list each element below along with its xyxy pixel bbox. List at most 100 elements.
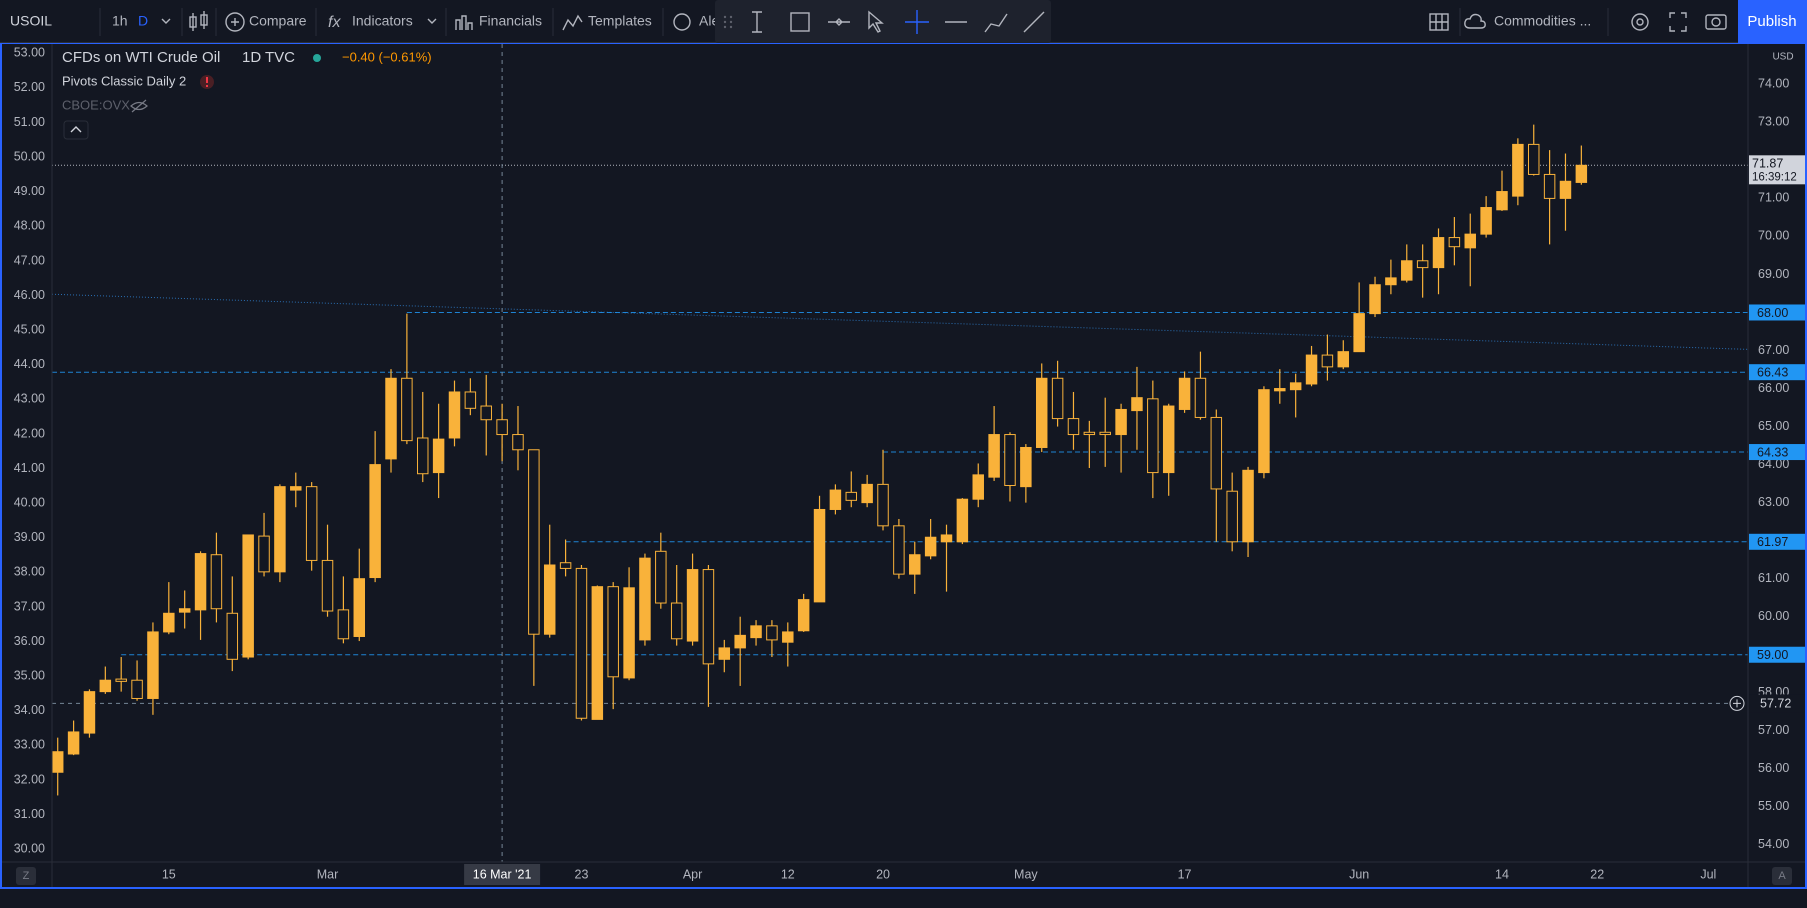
level-price-label: 61.97: [1757, 535, 1788, 549]
candle-body-up: [353, 578, 366, 637]
indicator-name: CBOE:OVX: [62, 97, 130, 112]
compare-button[interactable]: Compare: [249, 13, 307, 29]
candle-body-up: [1337, 351, 1350, 368]
horizontal-ray-tool[interactable]: [828, 18, 850, 26]
layout-name[interactable]: Commodities ...: [1494, 13, 1591, 29]
right-axis-label: 57.00: [1758, 723, 1789, 737]
left-axis-label: 40.00: [14, 495, 45, 509]
indicators-button[interactable]: Indicators: [352, 13, 413, 29]
time-axis-label: 12: [781, 867, 795, 881]
candle-body-up: [1162, 405, 1175, 474]
candle-body-up: [1464, 233, 1476, 249]
candle-body-up: [639, 557, 651, 641]
candle-body-up: [940, 534, 953, 543]
trend-line-tool[interactable]: [1023, 11, 1045, 33]
crosshair-tool[interactable]: [905, 10, 929, 34]
level-price-label: 59.00: [1757, 648, 1788, 662]
drag-handle[interactable]: [723, 15, 733, 29]
level-price-label: 66.43: [1757, 365, 1788, 379]
symbol-search[interactable]: USOIL: [10, 13, 52, 29]
button[interactable]: [1772, 867, 1792, 885]
candle-body-down: [655, 550, 667, 604]
right-axis-label: 56.00: [1758, 761, 1789, 775]
collapse-legend[interactable]: [63, 120, 89, 140]
templates-icon[interactable]: [562, 14, 583, 31]
candle-body-up: [178, 608, 191, 613]
rectangle-tool[interactable]: [790, 12, 810, 32]
candle-body-down: [210, 554, 223, 610]
left-axis-label: 37.00: [14, 599, 45, 613]
fullscreen-icon[interactable]: [1669, 12, 1687, 32]
right-axis-label: 69.00: [1758, 267, 1789, 281]
bars-style-icon[interactable]: [189, 11, 208, 31]
left-axis-label: 48.00: [14, 219, 45, 233]
candle-body-up: [686, 569, 699, 642]
button[interactable]: [16, 867, 36, 885]
candle-body-up: [1035, 377, 1048, 448]
candle-body-down: [337, 609, 350, 640]
candle-body-down: [528, 449, 540, 635]
settings-icon[interactable]: [1631, 13, 1649, 31]
left-axis-label: 38.00: [14, 565, 45, 579]
candle-body-down: [1147, 398, 1159, 474]
financials-button[interactable]: Financials: [479, 13, 542, 29]
crosshair-time-tag: [464, 864, 541, 885]
candle-body-up: [1258, 389, 1270, 474]
candle-body-down: [1416, 260, 1429, 269]
cursor-tool[interactable]: [868, 10, 884, 33]
interval-button[interactable]: 1h: [112, 13, 128, 29]
candle-body-down: [1448, 237, 1461, 248]
candle-body-up: [1401, 260, 1413, 281]
candle-body-down: [1004, 434, 1016, 487]
right-axis-label: 64.00: [1758, 457, 1789, 471]
left-axis-label: 53.00: [14, 46, 45, 60]
candle-body-up: [432, 438, 445, 474]
candle-body-down: [877, 483, 889, 527]
right-axis-label: 66.00: [1758, 381, 1789, 395]
templates-button[interactable]: Templates: [588, 13, 652, 29]
publish-button[interactable]: [1738, 0, 1807, 43]
candle-body-up: [813, 508, 826, 603]
alert-icon[interactable]: [673, 13, 691, 31]
candle-body-up: [163, 612, 175, 633]
text-tool[interactable]: [752, 11, 762, 33]
level-price-tag: [1749, 444, 1807, 461]
financials-icon[interactable]: [455, 15, 473, 30]
snapshot-icon[interactable]: [1705, 14, 1727, 30]
right-axis-label: 70.00: [1758, 229, 1789, 243]
right-axis-label: 60.00: [1758, 609, 1789, 623]
indicators-icon[interactable]: fx: [328, 14, 341, 31]
layout-grid-icon[interactable]: [1429, 13, 1449, 31]
bottom-bar: [0, 888, 1807, 908]
right-axis-label: 65.00: [1758, 419, 1789, 433]
time-axis-label: 15: [162, 867, 176, 881]
candle-body-up: [1496, 191, 1508, 211]
axes: 30.00 31.00 32.00 33.00 34.00 35.00 36.00 37.00…: [14, 46, 1807, 885]
candle-body-up: [1385, 277, 1397, 286]
indicator-name: Pivots Classic Daily 2: [62, 73, 186, 88]
interval-button-active[interactable]: D: [138, 13, 148, 29]
candle-body-up: [67, 731, 80, 755]
compare-icon[interactable]: [225, 12, 245, 32]
candle-body-down: [1543, 173, 1556, 199]
last-price-tag: [1749, 155, 1807, 185]
candle-body-up: [385, 377, 397, 460]
candle-body-down: [845, 491, 858, 501]
hidden-eye-icon[interactable]: [130, 99, 148, 113]
candle-body-up: [734, 634, 746, 649]
cloud-icon[interactable]: [1464, 13, 1486, 29]
candle-body-up: [861, 483, 873, 504]
interval: 1D: [242, 49, 261, 66]
crosshair-price-label: 57.72: [1760, 697, 1791, 711]
candle-body-up: [99, 679, 112, 693]
left-axis-label: 30.00: [14, 841, 45, 855]
left-axis-label: 49.00: [14, 184, 45, 198]
level-price-label: 64.33: [1757, 445, 1788, 459]
dropdown-icon[interactable]: [427, 18, 437, 24]
dropdown-icon[interactable]: [161, 18, 171, 24]
candle-body-up: [194, 553, 207, 611]
level-price-tag: [1749, 304, 1807, 321]
path-tool[interactable]: [984, 13, 1008, 33]
time-axis-panel: [0, 862, 1807, 887]
alert-button[interactable]: Ale: [699, 13, 719, 29]
